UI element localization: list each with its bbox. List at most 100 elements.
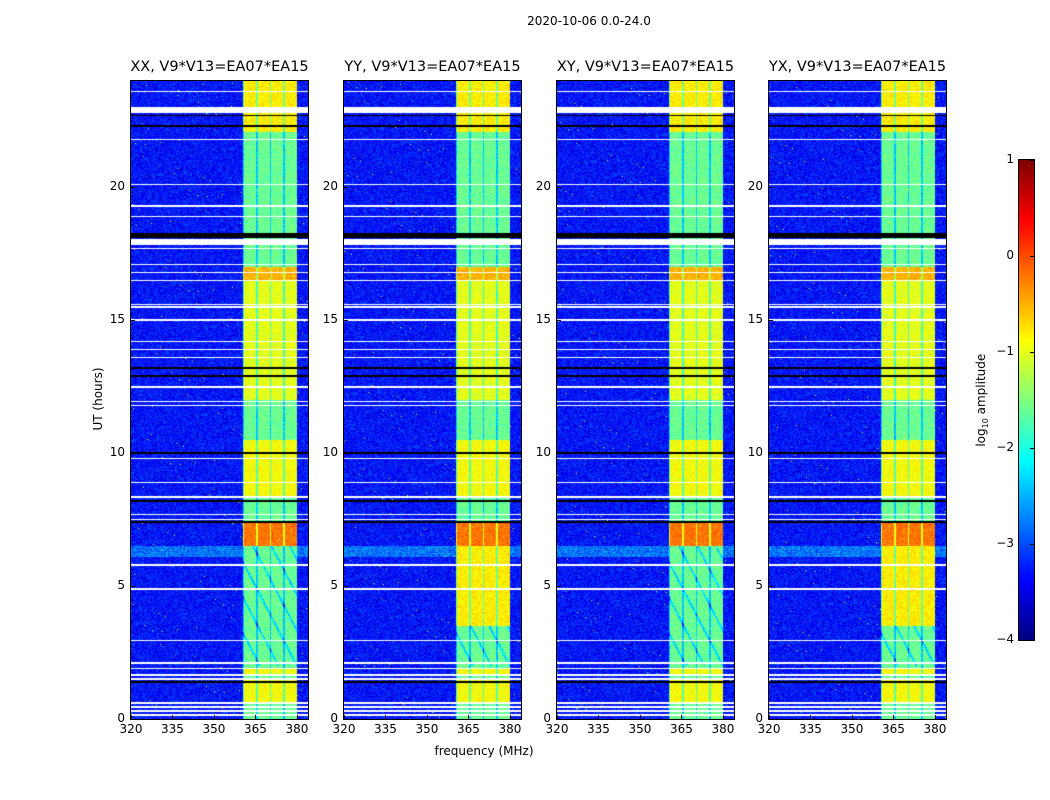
x-tick-label: 365 (457, 722, 480, 736)
heatmap-panel-yx (768, 80, 947, 720)
y-tick-label: 20 (535, 179, 551, 194)
heatmap-image (131, 81, 308, 719)
heatmap-panel-yy (343, 80, 522, 720)
x-tick (131, 715, 132, 719)
y-tick (131, 320, 135, 322)
x-tick (893, 715, 895, 719)
x-tick-label: 380 (285, 722, 309, 736)
y-tick-label: 15 (747, 312, 763, 327)
x-tick-label: 350 (628, 722, 652, 736)
y-tick (769, 719, 773, 720)
x-tick (213, 715, 215, 719)
y-tick-label: 5 (117, 578, 125, 593)
x-tick-label: 380 (711, 722, 735, 736)
y-tick-label: 15 (109, 312, 125, 327)
x-tick-label: 335 (587, 722, 610, 736)
y-tick-label: 10 (109, 445, 125, 460)
x-tick-label: 350 (202, 722, 226, 736)
colorbar-tick (1030, 256, 1034, 257)
colorbar-tick (1030, 640, 1034, 641)
y-tick (131, 586, 135, 588)
y-tick (131, 719, 135, 720)
y-tick-label: 0 (543, 711, 551, 725)
x-tick-label: 350 (840, 722, 864, 736)
y-tick-label: 10 (535, 445, 551, 460)
colorbar-tick-label: −2 (996, 440, 1014, 454)
x-tick-label: 365 (670, 722, 693, 736)
y-tick-label: 5 (755, 578, 763, 593)
colorbar-tick (1030, 448, 1034, 449)
y-tick-label: 15 (535, 312, 551, 327)
x-tick-label: 320 (332, 722, 356, 736)
x-tick (426, 715, 428, 719)
x-tick-label: 320 (119, 722, 143, 736)
colorbar-tick (1030, 352, 1034, 353)
x-tick-label: 320 (545, 722, 569, 736)
x-tick (557, 715, 558, 719)
x-tick (598, 715, 600, 719)
figure-suptitle: 2020-10-06 0.0-24.0 (527, 14, 651, 28)
y-tick-label: 0 (330, 711, 338, 725)
x-tick (296, 715, 298, 719)
colorbar-tick (1030, 160, 1034, 161)
x-tick (172, 715, 174, 719)
y-tick-label: 10 (747, 445, 763, 460)
heatmap-image (344, 81, 521, 719)
heatmap-panel-xy (556, 80, 735, 720)
y-tick (557, 187, 561, 189)
y-tick (131, 453, 135, 455)
x-tick (851, 715, 853, 719)
y-tick (557, 586, 561, 588)
panel-title: XX, V9*V13=EA07*EA15 (130, 59, 309, 75)
x-tick-label: 335 (374, 722, 397, 736)
y-tick (557, 719, 561, 720)
x-tick (468, 715, 470, 719)
colorbar-tick-label: −1 (996, 344, 1014, 358)
x-tick (681, 715, 683, 719)
y-tick (344, 719, 348, 720)
colorbar-tick-label: −3 (996, 536, 1014, 550)
y-tick (344, 187, 348, 189)
y-tick-label: 20 (109, 179, 125, 194)
x-tick (934, 715, 936, 719)
panel-title: XY, V9*V13=EA07*EA15 (556, 59, 735, 75)
x-tick (769, 715, 770, 719)
y-tick (769, 586, 773, 588)
y-tick (344, 586, 348, 588)
y-tick (769, 453, 773, 455)
colorbar-tick-label: 0 (1006, 248, 1014, 262)
panel-title: YY, V9*V13=EA07*EA15 (344, 59, 521, 75)
y-tick (344, 320, 348, 322)
y-tick (131, 187, 135, 189)
y-tick (769, 187, 773, 189)
heatmap-panel-xx (130, 80, 309, 720)
colorbar-tick (1030, 544, 1034, 545)
y-tick (557, 320, 561, 322)
y-tick-label: 5 (330, 578, 338, 593)
heatmap-image (769, 81, 946, 719)
y-tick-label: 10 (322, 445, 338, 460)
y-tick-label: 20 (747, 179, 763, 194)
x-tick-label: 335 (161, 722, 184, 736)
colorbar-gradient (1019, 160, 1034, 640)
x-tick (344, 715, 345, 719)
y-tick-label: 15 (322, 312, 338, 327)
y-tick (557, 453, 561, 455)
x-tick (509, 715, 511, 719)
x-tick-label: 365 (882, 722, 905, 736)
heatmap-image (557, 81, 734, 719)
y-axis-label: UT (hours) (91, 367, 105, 431)
colorbar-label-base: 10 (981, 418, 991, 429)
x-axis-label: frequency (MHz) (434, 744, 534, 758)
x-tick (639, 715, 641, 719)
y-tick-label: 5 (543, 578, 551, 593)
y-tick-label: 20 (322, 179, 338, 194)
y-tick (344, 453, 348, 455)
x-tick (255, 715, 257, 719)
colorbar (1018, 159, 1035, 641)
x-tick-label: 335 (799, 722, 822, 736)
y-tick-label: 0 (755, 711, 763, 725)
x-tick-label: 365 (244, 722, 267, 736)
panel-title: YX, V9*V13=EA07*EA15 (768, 59, 947, 75)
